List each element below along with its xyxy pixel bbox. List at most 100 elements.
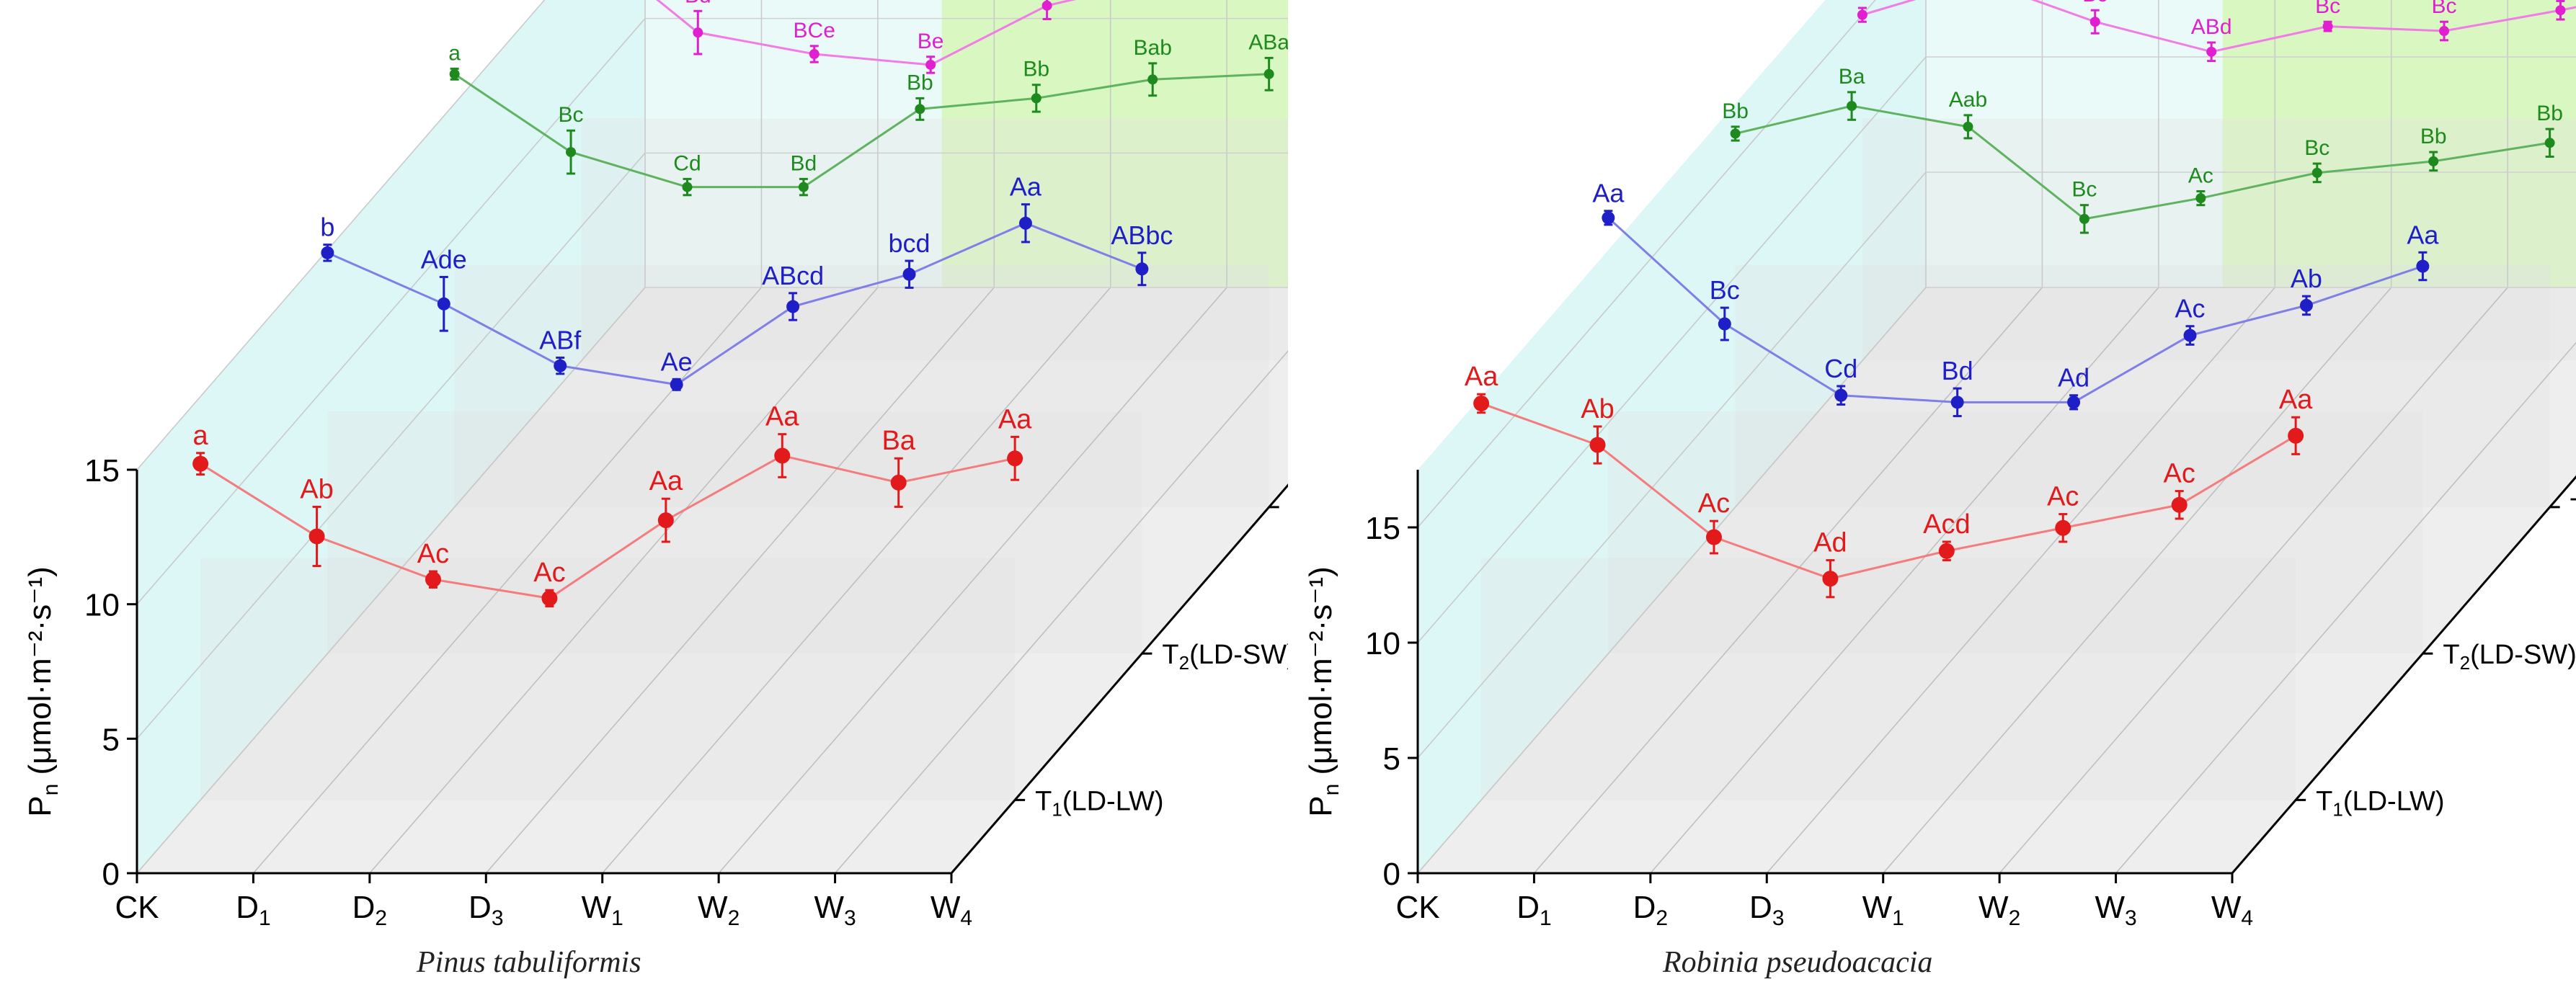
significance-label: Bc <box>1710 275 1740 305</box>
floor-gridline <box>1999 287 2508 874</box>
data-point <box>890 474 907 491</box>
y-tick-label: 10 <box>84 588 120 623</box>
significance-label: b <box>320 213 334 242</box>
pinus-3d-chart: 0 5 10 15 Pn (μmol·m⁻²·s⁻¹) CK D1 D2 D3 W1 W2 W3 W4 T… <box>22 0 1288 930</box>
significance-label: Bc <box>2304 136 2329 160</box>
significance-label: Be <box>918 30 944 53</box>
wall-gridline <box>1417 0 1876 528</box>
data-point <box>1147 74 1158 85</box>
significance-label: Aa <box>1010 172 1042 202</box>
series-shelf-plane <box>1608 411 2423 654</box>
z-tick-label: T2(LD-SW) <box>2443 640 2576 674</box>
wall-gridline <box>136 287 646 874</box>
significance-label: Ac <box>2164 459 2195 489</box>
significance-label: Bc <box>2082 0 2108 6</box>
wall-gridline <box>136 152 646 739</box>
data-point <box>566 147 577 158</box>
significance-label: Bab <box>1134 36 1172 60</box>
data-point <box>809 49 820 60</box>
series-shelf-plane <box>1862 118 2576 361</box>
series-line <box>453 73 1269 189</box>
significance-label: Bc <box>2071 178 2097 202</box>
data-point <box>1938 543 1955 559</box>
significance-label: Aa <box>1465 362 1498 392</box>
data-point <box>1822 571 1839 587</box>
x-tick-label: CK <box>115 890 159 925</box>
significance-label: Bb <box>1849 0 1876 4</box>
data-point <box>554 359 567 372</box>
data-point <box>2299 298 2313 312</box>
significance-label: a <box>193 421 209 451</box>
data-point <box>1135 262 1149 276</box>
back-wall-plane <box>2222 0 2576 287</box>
y-axis-label: Pn (μmol·m⁻²·s⁻¹) <box>22 566 63 817</box>
floor-gridline <box>718 287 1227 874</box>
significance-label: Bd <box>791 151 817 175</box>
x-tick-label: W2 <box>1978 890 2020 930</box>
z-axis-line <box>950 483 1288 874</box>
significance-label: Acd <box>1923 509 1970 540</box>
wall-gridline <box>1417 171 1927 759</box>
floor-gridline <box>1883 287 2392 874</box>
data-point <box>786 300 800 313</box>
data-point <box>541 590 558 607</box>
significance-label: Ac <box>2175 294 2206 323</box>
x-tick-label: W3 <box>814 890 856 930</box>
data-point <box>2079 213 2089 224</box>
data-point <box>1018 216 1032 230</box>
y-axis-label-text: Pn (μmol·m⁻²·s⁻¹) <box>22 566 63 817</box>
data-point <box>1031 93 1041 104</box>
significance-label: a <box>448 41 461 65</box>
significance-label: Bb <box>2536 102 2563 125</box>
y-tick-label: 5 <box>102 722 120 757</box>
x-tick-label: D1 <box>1516 890 1551 930</box>
data-point <box>774 447 791 464</box>
z-tick-label: T1(LD-LW) <box>2316 786 2444 820</box>
data-point <box>2067 396 2081 409</box>
back-wall-plane-left <box>1926 0 2223 287</box>
floor-gridline <box>602 287 1111 874</box>
floor-gridline <box>835 350 1288 874</box>
significance-label: Bc <box>559 103 584 127</box>
robinia-chart-panel: 0 5 10 15 Pn (μmol·m⁻²·s⁻¹) CK D1 D2 D3 W1 W2 W3 W4 T… <box>1288 0 2576 1000</box>
significance-label: Bd <box>685 0 711 7</box>
data-point <box>321 246 334 259</box>
significance-label: Ad <box>1813 528 1847 558</box>
significance-label: Ac <box>417 539 449 569</box>
significance-label: bcd <box>888 228 930 258</box>
significance-label: Bc <box>2432 0 2457 18</box>
floor-gridline <box>1766 287 2275 874</box>
data-point <box>2183 329 2197 342</box>
y-tick-label: 15 <box>84 453 120 488</box>
data-point <box>2416 259 2430 273</box>
data-point <box>192 455 209 472</box>
x-tick-label: W3 <box>2095 890 2136 930</box>
series-shelf-plane <box>1735 264 2550 507</box>
data-point <box>2544 138 2555 148</box>
series-line <box>200 454 1016 599</box>
significance-label: Ae <box>661 347 693 376</box>
floor-gridline <box>369 287 879 874</box>
significance-label: Bd <box>1942 356 1973 385</box>
series-line <box>1480 402 2296 580</box>
x-tick-label: D2 <box>1633 890 1668 930</box>
back-wall-plane-left <box>645 0 942 287</box>
data-point <box>1847 101 1857 112</box>
significance-label: Aa <box>2279 385 2313 415</box>
data-point <box>1705 529 1722 545</box>
data-point <box>2195 193 2206 204</box>
data-point <box>798 182 809 192</box>
series-line <box>327 222 1142 386</box>
data-point <box>1963 121 1973 132</box>
significance-label: Aa <box>649 466 683 496</box>
floor-gridline <box>1533 287 2043 874</box>
data-point <box>1718 317 1731 331</box>
series-line <box>656 0 1077 66</box>
y-axis-label: Pn (μmol·m⁻²·s⁻¹) <box>1303 566 1343 817</box>
data-point <box>925 59 936 70</box>
left-wall-plane <box>1418 0 1926 873</box>
y-tick-label: 0 <box>102 857 120 892</box>
z-tick-label: T1(LD-LW) <box>1035 786 1163 820</box>
y-tick-label: 5 <box>1383 741 1400 777</box>
